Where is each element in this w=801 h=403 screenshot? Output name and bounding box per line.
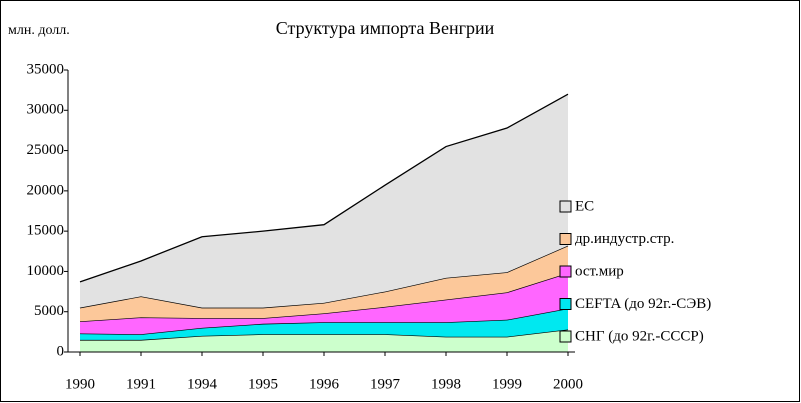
area-fill (80, 94, 568, 308)
y-tick-label: 35000 (27, 61, 65, 77)
y-tick-label: 0 (57, 343, 65, 359)
legend-label: ЕС (575, 198, 594, 214)
legend-swatch (559, 200, 572, 213)
legend-label: СНГ (до 92г.-СССР) (575, 328, 704, 344)
legend-label: ост.мир (575, 263, 624, 279)
y-tick-label: 20000 (27, 182, 65, 198)
chart-title: Структура импорта Венгрии (276, 18, 495, 38)
x-tick-label: 1994 (187, 376, 218, 392)
area-fill (80, 273, 568, 335)
area-line (79, 93, 569, 283)
area-fill (80, 245, 568, 322)
x-tick-label: 1998 (431, 376, 461, 392)
x-tick-label: 1991 (126, 376, 156, 392)
area-fill (80, 308, 568, 340)
y-tick-label: 10000 (27, 263, 65, 279)
legend-swatch (559, 298, 572, 310)
legend-swatch (559, 265, 572, 278)
x-tick-label: 1996 (309, 376, 340, 392)
x-tick-label: 1995 (248, 376, 278, 392)
y-axis-label: млн. долл. (8, 23, 70, 38)
legend-swatch (559, 330, 572, 343)
x-tick-label: 1997 (370, 376, 401, 392)
legend-label: CEFTA (до 92г.-СЭВ) (575, 296, 711, 312)
y-tick-label: 30000 (27, 102, 65, 118)
area-fill (80, 329, 568, 352)
legend-label: др.индустр.стр. (575, 231, 674, 247)
legend-swatch (559, 233, 572, 245)
x-tick-label: 2000 (553, 376, 583, 392)
y-tick-label: 15000 (27, 223, 65, 239)
y-tick-label: 25000 (27, 142, 65, 158)
x-tick-label: 1999 (492, 376, 522, 392)
x-tick-label: 1990 (65, 376, 95, 392)
y-tick-label: 5000 (34, 303, 64, 319)
